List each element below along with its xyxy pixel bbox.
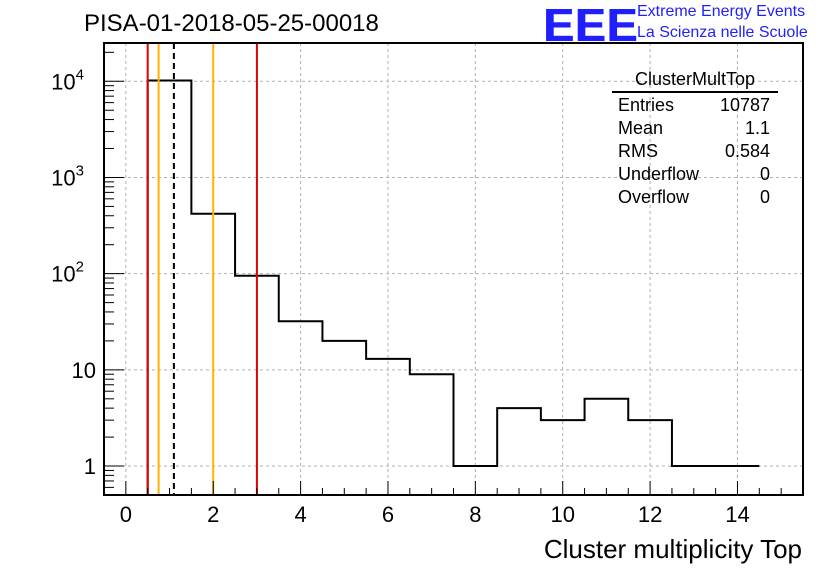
stats-value: 10787: [719, 95, 770, 115]
logo-line-1: Extreme Energy Events: [637, 3, 806, 20]
stats-row-rms: RMS 0.584: [612, 140, 778, 163]
histogram-bin: [410, 374, 454, 495]
stats-row-mean: Mean 1.1: [612, 117, 778, 140]
x-tick-label: 2: [207, 502, 219, 527]
stats-label: Mean: [618, 118, 664, 138]
stats-row-underflow: Underflow 0: [612, 163, 778, 186]
logo-line-2: La Scienza nelle Scuole: [637, 24, 808, 41]
x-tick-label: 14: [725, 502, 749, 527]
stats-row-entries: Entries 10787: [612, 94, 778, 117]
stats-label: RMS: [618, 141, 658, 161]
x-tick-label: 4: [294, 502, 306, 527]
stats-value: 0: [759, 164, 770, 184]
stats-value: 0: [759, 187, 770, 207]
histogram-bin: [279, 321, 323, 495]
stats-value: 0.584: [724, 141, 770, 161]
stats-value: 1.1: [744, 118, 770, 138]
histogram-bin: [148, 80, 192, 495]
eee-logo: EEE: [543, 0, 639, 51]
stats-label: Underflow: [618, 164, 700, 184]
histogram-bin: [585, 399, 629, 495]
y-tick-label: 102: [51, 259, 84, 287]
histogram-bin: [322, 341, 366, 495]
x-tick-label: 0: [120, 502, 132, 527]
x-tick-label: 12: [638, 502, 662, 527]
x-axis-label: Cluster multiplicity Top: [543, 534, 802, 564]
stats-title: ClusterMultTop: [612, 68, 778, 93]
stats-row-overflow: Overflow 0: [612, 186, 778, 209]
y-tick-label: 103: [51, 162, 84, 190]
y-tick-label: 1: [84, 454, 96, 479]
run-title: PISA-01-2018-05-25-00018: [84, 10, 379, 37]
y-tick-label: 10: [72, 358, 96, 383]
y-tick-label: 104: [51, 66, 84, 94]
stats-label: Overflow: [618, 187, 690, 207]
stats-label: Entries: [618, 95, 675, 115]
histogram-line: [146, 79, 760, 495]
x-tick-label: 10: [550, 502, 574, 527]
histogram-bin: [497, 408, 541, 495]
histogram-bin: [366, 359, 410, 495]
x-tick-label: 6: [382, 502, 394, 527]
x-tick-label: 8: [469, 502, 481, 527]
stats-box: ClusterMultTop Entries 10787 Mean 1.1 RMS 0…: [612, 68, 778, 209]
